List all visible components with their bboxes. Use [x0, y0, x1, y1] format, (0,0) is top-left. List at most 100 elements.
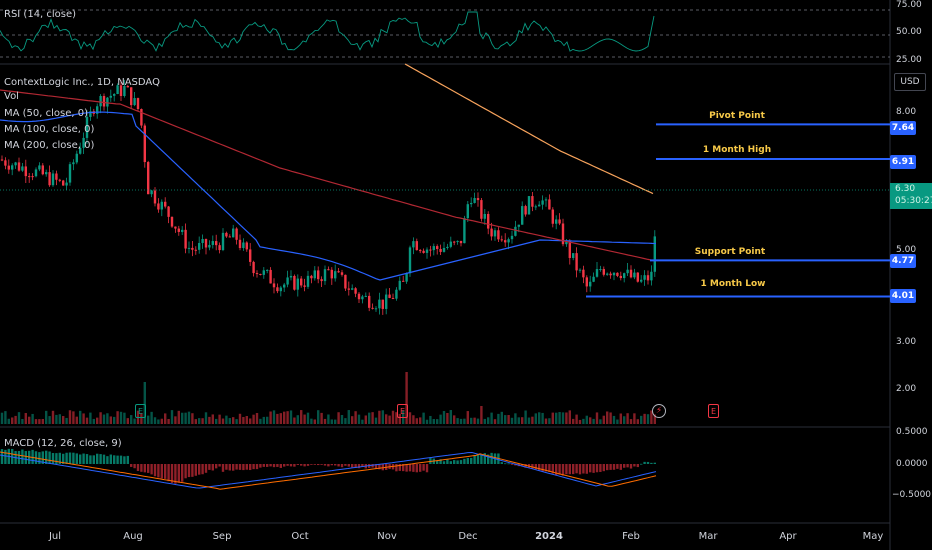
candle-body	[521, 206, 524, 225]
macd-histogram-bar	[606, 464, 609, 471]
volume-bar	[347, 410, 350, 424]
candle-body	[160, 201, 163, 210]
candle-body	[269, 269, 272, 284]
candle-body	[398, 280, 401, 290]
macd-histogram-bar	[228, 464, 231, 471]
candle-body	[408, 247, 412, 274]
candle-body	[334, 271, 337, 279]
candle-body	[116, 85, 119, 95]
volume-bar	[504, 415, 507, 424]
macd-histogram-bar	[272, 464, 276, 468]
candle-body	[184, 229, 187, 249]
macd-histogram-bar	[327, 464, 330, 467]
volume-bar	[572, 418, 575, 424]
earnings-marker-aug[interactable]: E	[135, 404, 146, 418]
macd-histogram-bar	[323, 464, 327, 466]
macd-tick-pos: 0.5000	[896, 427, 928, 437]
currency-button[interactable]: USD	[894, 73, 926, 91]
candle-body	[432, 246, 435, 251]
split-marker[interactable]: ⚡	[652, 404, 666, 418]
macd-histogram-bar	[317, 464, 320, 466]
volume-bar	[211, 414, 214, 424]
indicator-ma100[interactable]: MA (100, close, 0)	[4, 124, 95, 135]
time-label-2024: 2024	[535, 531, 563, 542]
candle-body	[517, 224, 520, 227]
macd-histogram-bar	[371, 464, 374, 468]
volume-bar	[616, 419, 619, 424]
candle-body	[238, 239, 242, 249]
macd-histogram-bar	[208, 464, 211, 470]
candle-body	[133, 98, 136, 106]
earnings-marker-upcoming[interactable]: E	[708, 404, 719, 418]
candle-body	[58, 179, 61, 181]
indicator-ma200[interactable]: MA (200, close, 0)	[4, 140, 95, 151]
macd-histogram-bar	[177, 464, 180, 483]
macd-histogram-bar	[480, 454, 483, 464]
macd-histogram-bar	[320, 464, 323, 465]
macd-histogram-bar	[381, 464, 384, 471]
candle-body	[626, 269, 629, 274]
candle-body	[568, 241, 571, 258]
candle-body	[395, 289, 398, 299]
indicator-ma50[interactable]: MA (50, close, 0)	[4, 108, 89, 119]
symbol-title[interactable]: ContextLogic Inc., 1D, NASDAQ	[4, 77, 160, 88]
candle-body	[11, 165, 14, 170]
volume-bar	[191, 413, 194, 424]
candle-body	[38, 165, 41, 170]
volume-bar	[599, 419, 602, 424]
macd-histogram-bar	[113, 455, 116, 464]
volume-bar	[7, 418, 10, 424]
macd-histogram-bar	[65, 452, 68, 464]
candle-body	[85, 116, 89, 138]
macd-histogram-bar	[595, 464, 599, 473]
indicator-vol[interactable]: Vol	[4, 91, 19, 102]
candle-body	[181, 229, 184, 232]
macd-histogram-bar	[17, 450, 21, 464]
candle-body	[140, 109, 143, 126]
macd-label: MACD (12, 26, close, 9)	[4, 438, 122, 449]
time-label-apr: Apr	[779, 531, 797, 542]
volume-bar	[439, 414, 442, 424]
macd-histogram-bar	[585, 464, 588, 474]
candle-body	[323, 269, 327, 282]
macd-histogram-bar	[616, 464, 619, 469]
candle-body	[187, 247, 191, 249]
volume-bar	[602, 415, 605, 424]
candle-body	[313, 270, 316, 279]
macd-histogram-bar	[92, 455, 95, 464]
macd-histogram-bar	[31, 449, 34, 464]
volume-bar	[259, 418, 262, 424]
volume-bar	[538, 412, 541, 424]
macd-histogram-bar	[531, 464, 534, 469]
candle-body	[34, 169, 38, 177]
earnings-marker-nov[interactable]: E	[397, 404, 408, 418]
macd-histogram-bar	[633, 464, 636, 467]
macd-histogram-bar	[436, 460, 439, 464]
candle-body	[378, 299, 381, 309]
volume-bar	[4, 411, 7, 424]
candle-body	[480, 200, 483, 219]
macd-histogram-bar	[255, 464, 259, 470]
volume-bar	[640, 415, 643, 424]
price-tick-5: 5.00	[896, 245, 917, 255]
candle-body	[21, 166, 24, 171]
candle-body	[497, 230, 500, 240]
volume-bar	[555, 412, 558, 424]
candle-body	[555, 219, 558, 224]
macd-histogram-bar	[174, 464, 177, 484]
macd-signal-line	[0, 451, 657, 490]
macd-histogram-bar	[626, 464, 629, 468]
rsi-label: RSI (14, close)	[4, 9, 77, 20]
macd-histogram-bar	[378, 464, 381, 470]
current-price-badge: 6.30 05:30:27	[890, 183, 932, 209]
candle-body	[412, 241, 415, 248]
candle-body	[364, 295, 367, 297]
macd-histogram-bar	[160, 464, 163, 479]
candle-body	[616, 272, 619, 276]
candle-body	[599, 269, 602, 271]
candle-body	[286, 277, 289, 285]
macd-histogram-bar	[283, 464, 286, 467]
macd-histogram-bar	[558, 464, 561, 475]
volume-bar	[232, 417, 235, 424]
